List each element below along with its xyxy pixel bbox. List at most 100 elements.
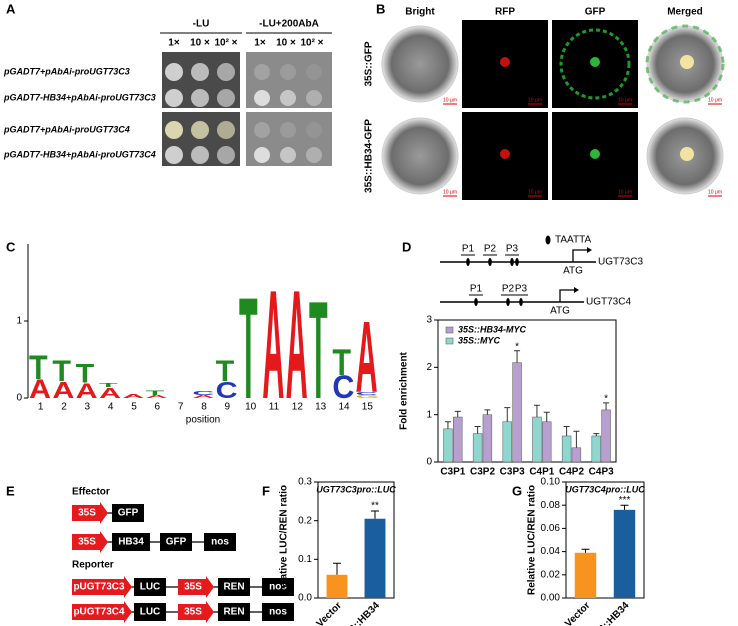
panel-label: A [6,1,16,16]
element-label: nos [269,582,287,593]
x-tick-label: C3P2 [470,467,495,478]
logo-letter: A [286,258,308,431]
logo-letter: C [192,390,214,396]
error-bar [333,562,341,575]
panel-label: F [262,483,270,498]
site-label: P2 [484,244,497,255]
logo-letter: A [192,394,214,399]
motif-label: TAATTA [555,235,591,246]
nucleus [680,147,694,161]
promoter-arrow [178,601,214,623]
logo-letter: A [76,379,98,403]
error-bar [533,404,540,418]
logo-letter: A [99,385,121,402]
element-label: GFP [118,508,139,519]
x-tick-label: 35S::HB34 [588,600,631,626]
colony-spot [254,147,270,163]
panel-label: G [512,483,522,498]
bar [571,447,582,463]
y-tick-label: 1 [16,316,22,327]
error-bar [563,426,570,436]
promoter-arrow [72,531,108,553]
element-label: HB34 [118,537,144,548]
colony-spot [306,64,322,80]
error-bar [543,411,550,422]
bar [542,421,552,463]
gfp-signal [590,149,600,159]
y-tick-label: 0 [16,393,22,404]
element-label: GFP [166,537,187,548]
legend-swatch [445,326,454,334]
legend-swatch [445,337,454,345]
logo-letter: T [216,355,235,388]
arrow-head [574,287,579,293]
y-tick-label: 1 [426,409,432,420]
y-tick-label: 0.06 [541,523,561,534]
bar [453,416,463,463]
dilution: 10² × [214,38,237,49]
dilution: 10 × [276,38,296,49]
logo-letter: T [29,348,48,386]
scale-bar-label: 10 μm [443,97,457,103]
scale-bar-label: 10 μm [618,97,632,103]
colony-spot [280,122,296,138]
column-header: RFP [495,7,515,18]
x-tick-label: 13 [315,402,327,413]
x-axis-label: position [186,415,220,426]
element-label: 35S [78,508,96,519]
promoter-arrow [72,601,132,623]
bar [482,414,493,463]
strain-label: pGADT7+pAbAi-proUGT73C4 [3,124,130,134]
nucleus [680,55,694,69]
bar [472,433,483,463]
error-bar [504,407,511,422]
binding-site [510,258,514,266]
significance-label: * [515,341,519,352]
y-axis-label: Fold enrichment [399,351,410,429]
site-label: P1 [470,284,483,295]
y-tick-label: 2 [426,362,432,373]
logo-letter: C [216,376,238,403]
error-bar [514,350,521,363]
strain-label: pGADT7-HB34+pAbAi-proUGT73C3 [3,92,156,102]
gfp-ring [559,28,631,100]
legend-label: 35S::HB34-MYC [458,324,527,334]
x-tick-label: 6 [155,402,161,413]
error-bar [371,510,379,519]
column-header: Bright [405,7,435,18]
element-label: REN [223,582,244,593]
gene-box [218,578,250,596]
error-bar [620,504,629,510]
significance-label: ** [371,501,379,512]
bar [512,362,522,463]
x-tick-label: C4P1 [529,467,554,478]
binding-site [515,258,519,266]
motif-mark [545,235,551,245]
scale-bar-label: 10 μm [443,189,457,195]
site-label: P3 [506,244,519,255]
x-tick-label: 14 [338,402,350,413]
bar [601,409,611,463]
error-bar [603,402,610,410]
gene-label: UGT73C4 [586,297,631,308]
bar [326,574,348,598]
y-tick-label: 0.02 [541,569,561,580]
colony-spot [217,146,235,164]
bar [561,435,572,463]
error-bar [444,421,451,429]
colony-spot [280,147,296,163]
scale-bar-label: 10 μm [708,97,722,103]
y-tick-label: 0.0 [298,593,312,604]
panel-label: B [376,1,385,16]
binding-site [474,298,478,306]
tss-arrow [559,289,574,302]
gene-box [134,578,166,596]
condition-header: -LU [193,19,210,30]
gene-box [112,504,144,522]
colony-spot [191,121,209,139]
gene-box [262,578,294,596]
column-header: GFP [585,7,606,18]
logo-letter: T [76,359,95,389]
start-codon: ATG [550,306,570,317]
bar [532,416,542,463]
